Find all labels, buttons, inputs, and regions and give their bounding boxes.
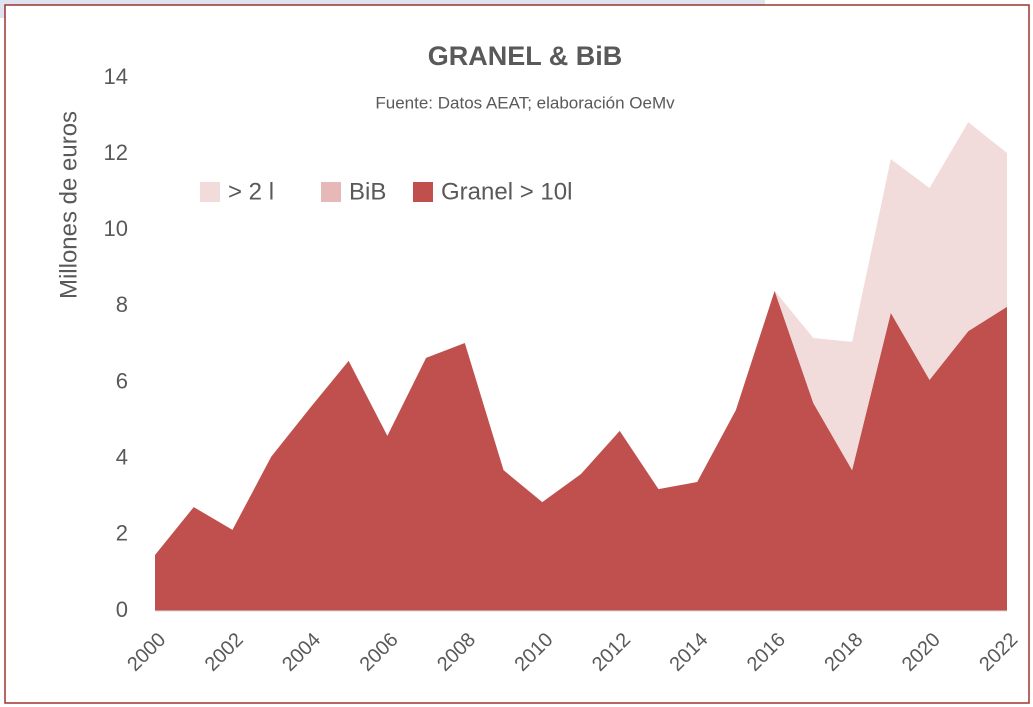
legend-swatch bbox=[413, 182, 433, 202]
chart-subtitle: Fuente: Datos AEAT; elaboración OeMv bbox=[375, 93, 675, 112]
legend-label: BiB bbox=[349, 178, 386, 205]
y-tick-label: 8 bbox=[116, 292, 128, 317]
chart-title: GRANEL & BiB bbox=[428, 41, 623, 71]
y-tick-label: 12 bbox=[104, 140, 128, 165]
y-tick-label: 10 bbox=[104, 216, 128, 241]
legend-label: Granel > 10l bbox=[441, 178, 572, 205]
y-tick-label: 0 bbox=[116, 597, 128, 622]
legend-label: > 2 l bbox=[228, 178, 274, 205]
y-axis-label: Millones de euros bbox=[55, 111, 82, 299]
area bbox=[155, 290, 1007, 611]
y-tick-label: 2 bbox=[116, 521, 128, 546]
legend-swatch bbox=[200, 182, 220, 202]
y-tick-label: 4 bbox=[116, 445, 128, 470]
legend-swatch bbox=[321, 182, 341, 202]
y-tick-label: 6 bbox=[116, 368, 128, 393]
y-tick-label: 14 bbox=[104, 64, 128, 89]
